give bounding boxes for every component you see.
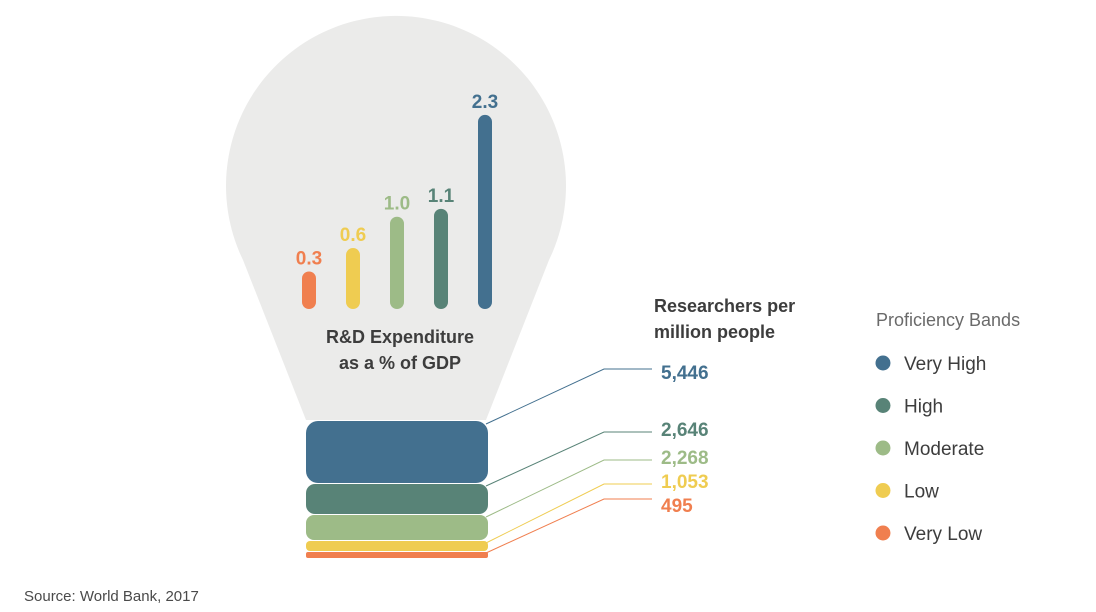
legend-title: Proficiency Bands <box>876 310 1020 330</box>
researchers-value-very-high: 5,446 <box>661 363 709 384</box>
legend-label-very-high: Very High <box>904 354 986 375</box>
legend-label-moderate: Moderate <box>904 439 984 460</box>
leader-line-very-high <box>485 368 652 425</box>
legend-label-low: Low <box>904 482 939 503</box>
bulb-base-layers <box>306 421 488 558</box>
rd-value-label-high: 1.1 <box>428 186 455 207</box>
legend-swatch-very-low <box>875 525 891 541</box>
bulb-base-layer-high <box>306 484 488 514</box>
leader-line-very-low <box>485 498 652 554</box>
bulb-base-layer-very-high <box>306 421 488 483</box>
researchers-value-low: 1,053 <box>661 472 709 493</box>
legend-label-high: High <box>904 397 943 418</box>
bulb-base-layer-moderate <box>306 515 488 540</box>
legend-label-very-low: Very Low <box>904 524 982 545</box>
legend: Very High High Moderate Low Very Low <box>875 354 986 545</box>
bulb-base-layer-very-low <box>306 552 488 558</box>
rd-axis-label-line1: R&D Expenditure <box>326 327 474 347</box>
rd-value-label-low: 0.6 <box>340 225 366 246</box>
source-note: Source: World Bank, 2017 <box>24 588 199 605</box>
legend-swatch-low <box>875 483 891 498</box>
leader-line-high <box>485 431 652 487</box>
rd-axis-label-line2: as a % of GDP <box>339 353 461 373</box>
legend-swatch-moderate <box>875 440 891 456</box>
legend-swatch-high <box>875 398 891 413</box>
researchers-value-high: 2,646 <box>661 420 709 441</box>
rd-value-label-very-low: 0.3 <box>296 249 322 270</box>
researchers-value-very-low: 495 <box>661 496 693 517</box>
rd-value-labels-group: 0.3 0.6 1.0 1.1 2.3 <box>296 92 498 270</box>
leader-line-moderate <box>485 459 652 518</box>
researchers-title-line2: million people <box>654 322 775 342</box>
rd-value-label-moderate: 1.0 <box>384 194 410 215</box>
leader-lines-group <box>485 368 652 554</box>
bulb-base-layer-low <box>306 541 488 551</box>
rd-bars-group <box>302 114 492 309</box>
researchers-title-line1: Researchers per <box>654 296 795 316</box>
leader-line-low <box>485 483 652 544</box>
researchers-values-group: 495 1,053 2,268 2,646 5,446 <box>661 363 709 517</box>
rd-value-label-very-high: 2.3 <box>472 92 498 113</box>
legend-swatch-very-high <box>875 355 891 371</box>
researchers-value-moderate: 2,268 <box>661 448 709 469</box>
